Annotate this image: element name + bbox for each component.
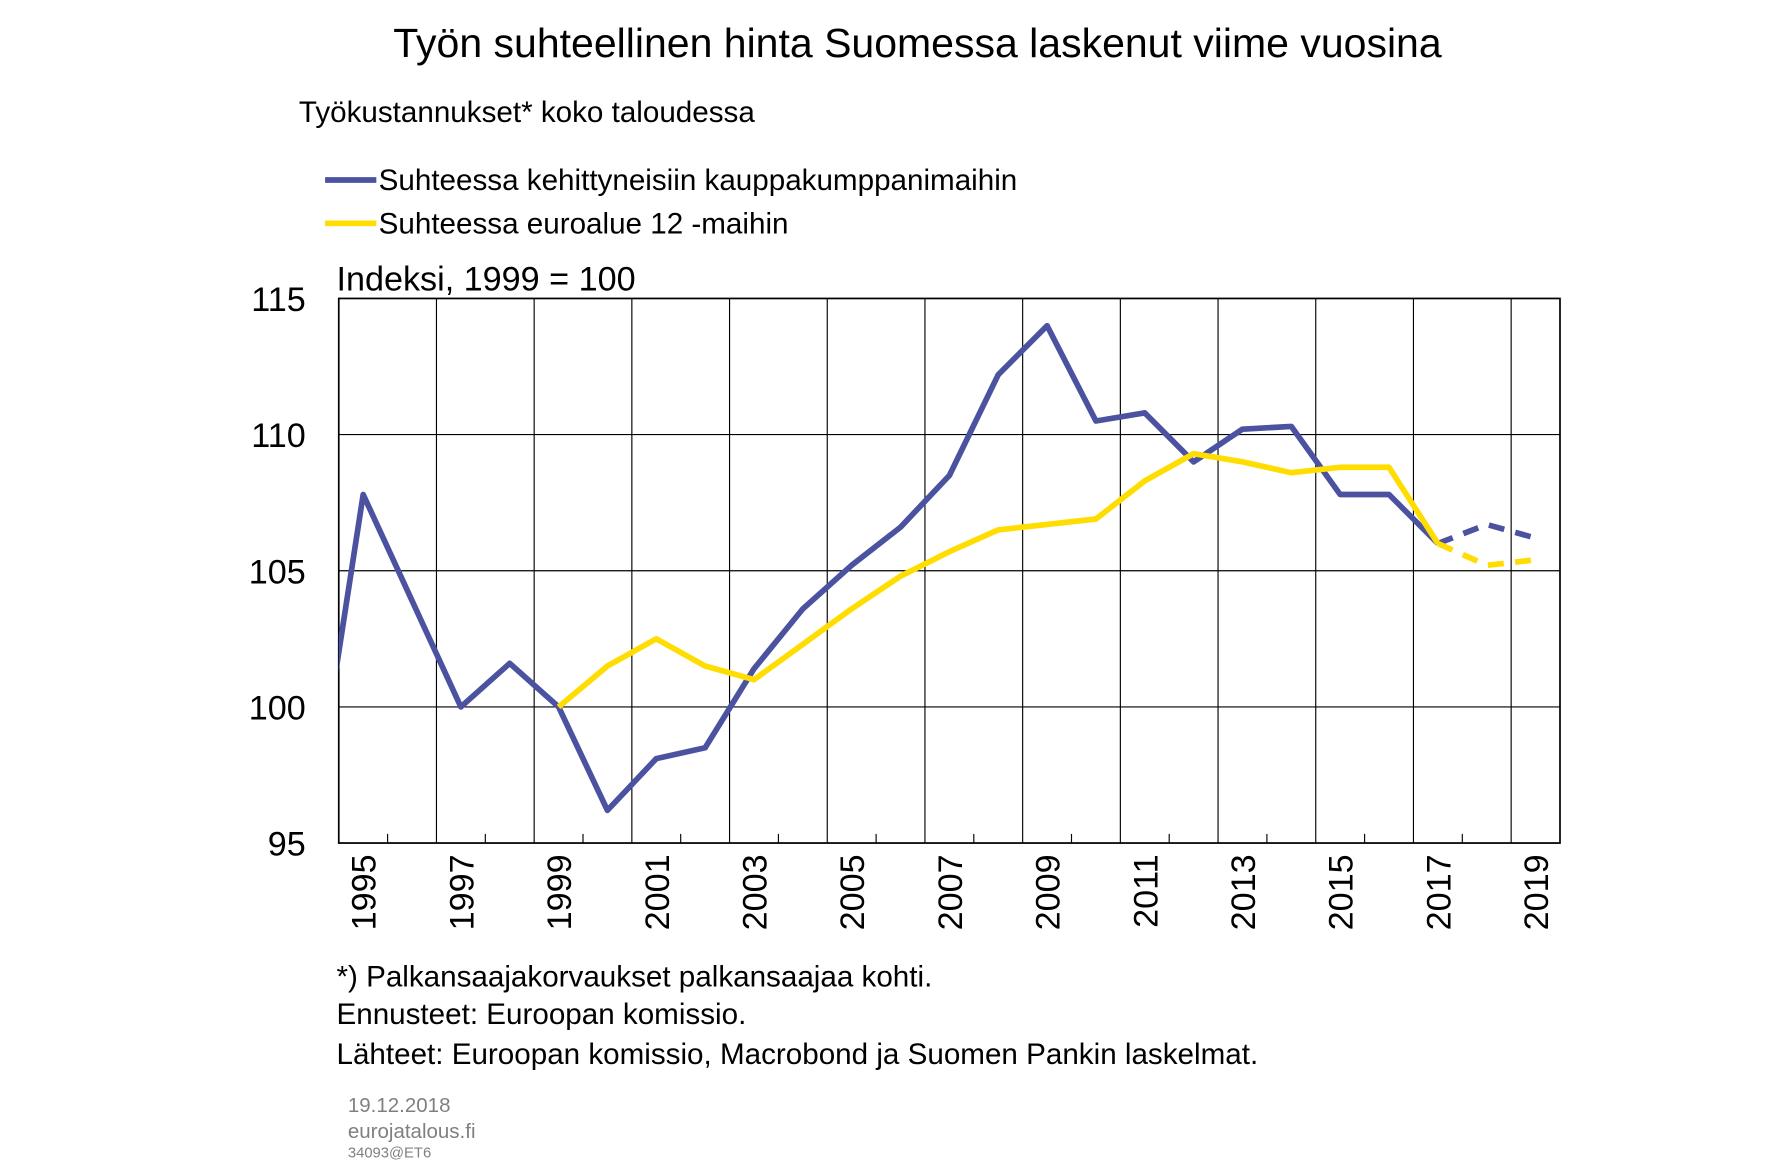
footer-site: eurojatalous.fi	[348, 1120, 476, 1143]
line-series	[338, 322, 1440, 814]
x-tick-label: 2009	[1030, 854, 1068, 930]
x-tick-label: 2005	[834, 854, 872, 930]
chart-subtitle: Työkustannukset* koko taloudessa	[299, 96, 755, 129]
note: Lähteet: Euroopan komissio, Macrobond ja…	[336, 1038, 1258, 1071]
x-tick-label: 2013	[1225, 854, 1263, 930]
y-tick-label: 105	[249, 553, 306, 591]
y-tick-label: 115	[251, 281, 305, 319]
line-series	[556, 450, 1441, 710]
x-tick-label: 1997	[443, 854, 481, 930]
y-tick-label: 95	[268, 826, 306, 864]
x-tick-label: 2003	[737, 854, 775, 930]
chart-title: Työn suhteellinen hinta Suomessa laskenu…	[393, 20, 1442, 66]
y-tick-label: 110	[251, 417, 305, 455]
plot-frame	[337, 297, 1561, 844]
footer-code: 34093@ET6	[348, 1145, 431, 1161]
x-tick-label: 2007	[932, 854, 970, 930]
x-tick-label: 2019	[1518, 854, 1556, 930]
legend-label: Suhteessa euroalue 12 -maihin	[379, 208, 789, 241]
y-axis-label: Indeksi, 1999 = 100	[336, 261, 635, 299]
x-tick-label: 2015	[1323, 854, 1361, 930]
line-series-forecast	[1436, 521, 1537, 547]
legend-label: Suhteessa kehittyneisiin kauppakumppanim…	[379, 164, 1018, 197]
note: Ennusteet: Euroopan komissio.	[336, 998, 746, 1031]
y-tick-label: 100	[249, 689, 306, 727]
footer-date: 19.12.2018	[348, 1094, 451, 1117]
line-series-forecast	[1436, 540, 1536, 569]
plot-area	[338, 322, 1537, 814]
note: *) Palkansaajakorvaukset palkansaajaa ko…	[336, 961, 932, 994]
x-tick-label: 2011	[1127, 854, 1165, 927]
x-tick-label: 2001	[639, 854, 677, 930]
x-tick-label: 2017	[1420, 854, 1458, 930]
x-tick-label: 1999	[541, 854, 579, 930]
x-tick-label: 1995	[346, 854, 384, 930]
